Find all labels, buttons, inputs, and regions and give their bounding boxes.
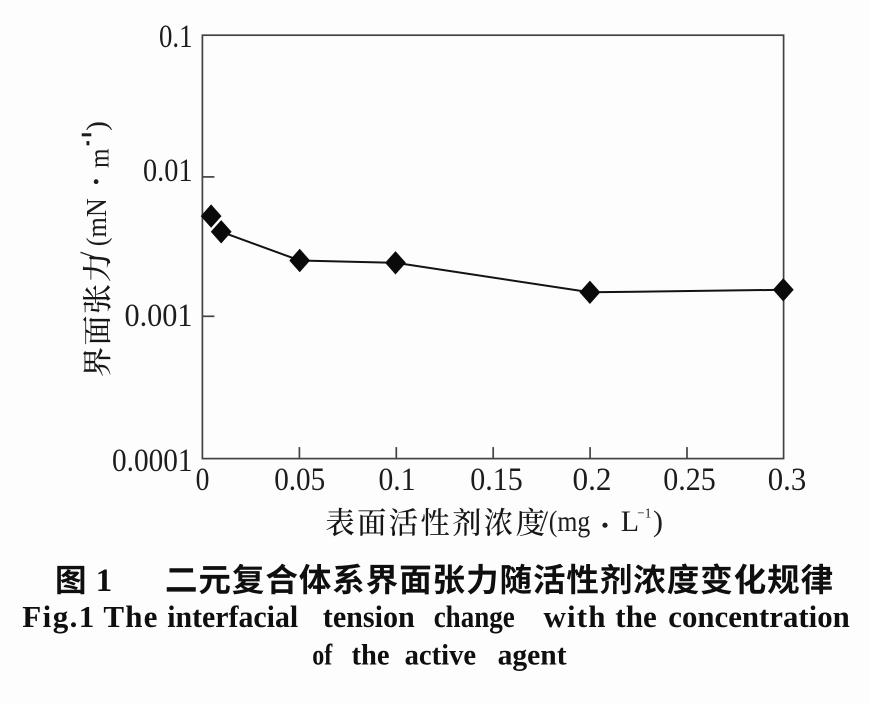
svg-text:−1: −1: [637, 507, 651, 522]
svg-text:0.3: 0.3: [768, 462, 807, 498]
svg-text:1: 1: [96, 563, 113, 599]
svg-text:/: /: [75, 251, 107, 260]
svg-text:agent: agent: [498, 639, 567, 672]
svg-text:/: /: [540, 505, 549, 538]
svg-text:0.1: 0.1: [379, 462, 416, 498]
svg-text:0.15: 0.15: [470, 462, 523, 498]
svg-text:the: the: [352, 639, 390, 672]
svg-text:of: of: [312, 639, 333, 672]
svg-text:0.2: 0.2: [573, 462, 612, 498]
svg-text:0.25: 0.25: [663, 462, 716, 498]
svg-text:m: m: [84, 148, 116, 168]
svg-text:Fig.1: Fig.1: [22, 599, 94, 634]
svg-text:with: with: [544, 599, 606, 634]
svg-text:): ): [81, 121, 113, 131]
svg-text:(mN: (mN: [81, 198, 113, 246]
svg-text:interfacial: interfacial: [167, 599, 298, 634]
svg-text:tension: tension: [323, 599, 415, 634]
svg-text:0.0001: 0.0001: [112, 443, 193, 479]
svg-text:0.05: 0.05: [274, 462, 325, 498]
svg-text:L: L: [621, 505, 639, 538]
svg-text:0.1: 0.1: [159, 19, 193, 55]
svg-text:): ): [653, 505, 663, 538]
svg-text:change: change: [434, 599, 515, 634]
svg-text:active: active: [405, 639, 477, 672]
svg-text:0.01: 0.01: [143, 153, 193, 189]
svg-text:0.001: 0.001: [125, 298, 193, 334]
svg-text:the: the: [615, 599, 657, 634]
svg-text:The: The: [103, 599, 157, 634]
svg-text:concentration: concentration: [668, 599, 850, 634]
svg-text:(mg: (mg: [549, 505, 591, 538]
svg-text:0: 0: [196, 462, 210, 498]
